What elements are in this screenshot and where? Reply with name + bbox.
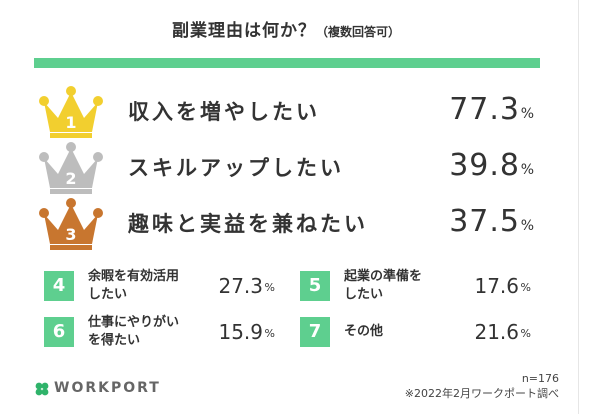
crown-rank-number: 3 [65,225,76,244]
rank-label: 趣味と実益を兼ねたい [128,212,368,236]
rank-cell-6: 6 仕事にやりがい を得たい 15.9 % [44,314,279,354]
rank-value: 37.5 [449,204,520,239]
rank-value: 27.3 [218,274,263,298]
percent-unit: % [264,281,275,294]
silver-crown-icon: 2 [39,142,103,194]
label-line-2: を得たい [88,333,141,348]
source-note: ※2022年2月ワークポート調べ [404,387,559,400]
rank-label: 仕事にやりがい を得たい [88,314,179,350]
rank-label: 起業の準備を したい [344,268,422,304]
percent-unit: % [264,327,275,340]
title-sub: （複数回答可） [315,25,400,39]
chart-title: 副業理由は何か？（複数回答可） [0,16,572,41]
accent-bar [34,58,540,68]
label-line-1: 起業の準備を [344,269,423,284]
rank-label: その他 [344,323,383,341]
rank-row-1: 1 収入を増やしたい 77.3 % [36,84,546,140]
percent-unit: % [520,218,534,234]
percent-unit: % [520,106,534,122]
crown-rank-number: 2 [65,169,76,188]
label-line-1: 仕事にやりがい [88,315,180,330]
footer-note: n=176 ※2022年2月ワークポート調べ [405,371,559,401]
rank-number-badge: 7 [300,317,330,347]
label-line-1: その他 [344,324,384,339]
rank-number-badge: 5 [300,271,330,301]
percent-unit: % [520,162,534,178]
rank-label: スキルアップしたい [128,156,344,180]
title-main: 副業理由は何か？ [171,21,316,41]
label-line-1: 余暇を有効活用 [88,269,180,284]
rank-cell-4: 4 余暇を有効活用 したい 27.3 % [44,268,279,308]
rank-value: 77.3 [449,92,520,127]
rank-value: 17.6 [474,274,519,298]
crown-rank-number: 1 [65,113,76,132]
percent-unit: % [520,327,531,340]
rank-number-badge: 6 [44,317,74,347]
logo-text: WORKPORT [54,380,161,396]
rank-label: 収入を増やしたい [128,100,320,124]
bronze-crown-icon: 3 [39,198,103,250]
percent-unit: % [520,281,531,294]
right-border [578,0,579,414]
rank-value: 21.6 [474,320,519,344]
clover-icon [35,382,49,396]
gold-crown-icon: 1 [39,86,103,138]
rank-cell-7: 7 その他 21.6 % [300,314,535,354]
rank-number-badge: 4 [44,271,74,301]
sample-size: n=176 [521,372,559,385]
label-line-2: したい [344,287,384,302]
rank-row-2: 2 スキルアップしたい 39.8 % [36,140,546,196]
rank-row-3: 3 趣味と実益を兼ねたい 37.5 % [36,196,546,252]
rank-cell-5: 5 起業の準備を したい 17.6 % [300,268,535,308]
rank-value: 15.9 [218,320,263,344]
rank-label: 余暇を有効活用 したい [88,268,179,304]
crown-shape [44,92,98,132]
label-line-2: したい [88,287,128,302]
rank-value: 39.8 [449,148,520,183]
